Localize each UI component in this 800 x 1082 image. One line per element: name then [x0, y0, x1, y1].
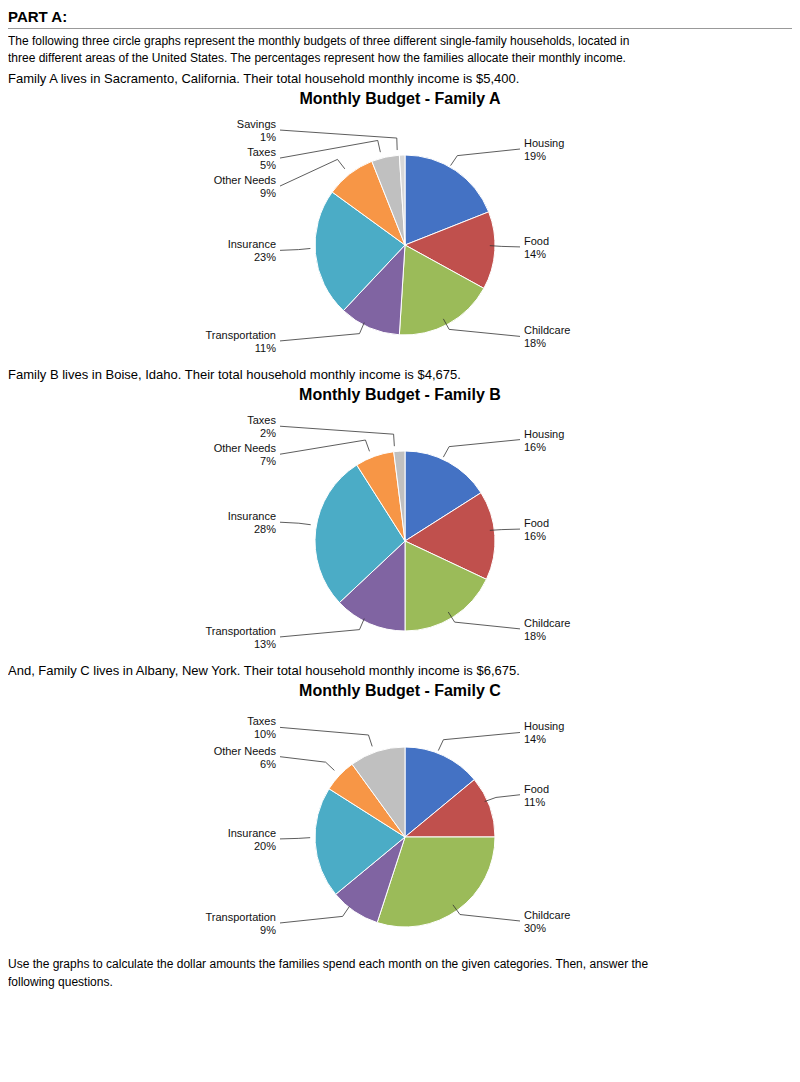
html-text:PART A:: PART A:	[8, 8, 68, 25]
svg-text:Childcare30%: Childcare30%	[524, 909, 570, 934]
html-text:Monthly Budget - Family C: Monthly Budget - Family C	[299, 681, 501, 699]
html-text:Family B lives in Boise, Idaho: Family B lives in Boise, Idaho. Their to…	[8, 366, 461, 382]
svg-text:Housing14%: Housing14%	[524, 720, 564, 745]
svg-text:Insurance28%: Insurance28%	[228, 510, 277, 535]
svg-text:Taxes10%: Taxes10%	[247, 715, 276, 740]
svg-text:Other Needs9%: Other Needs9%	[214, 174, 277, 199]
svg-text:Other Needs6%: Other Needs6%	[214, 744, 277, 769]
svg-text:Transportation11%: Transportation11%	[205, 329, 276, 354]
svg-text:Other Needs7%: Other Needs7%	[214, 442, 277, 467]
svg-text:Insurance23%: Insurance23%	[228, 238, 277, 263]
html-text:Monthly Budget - Family B: Monthly Budget - Family B	[299, 385, 501, 403]
svg-text:Savings1%: Savings1%	[237, 118, 277, 143]
svg-text:Childcare18%: Childcare18%	[524, 324, 570, 349]
svg-text:Housing16%: Housing16%	[524, 427, 564, 452]
html-text:Family A lives in Sacramento,: Family A lives in Sacramento, California…	[8, 70, 520, 86]
svg-text:Insurance20%: Insurance20%	[228, 827, 277, 852]
svg-text:Taxes2%: Taxes2%	[247, 414, 276, 439]
svg-text:Transportation13%: Transportation13%	[205, 625, 276, 650]
svg-text:Food16%: Food16%	[524, 517, 549, 542]
svg-text:Childcare18%: Childcare18%	[524, 616, 570, 641]
svg-text:Housing19%: Housing19%	[524, 137, 564, 162]
html-text:And, Family C lives in Albany,: And, Family C lives in Albany, New York.…	[8, 662, 520, 678]
svg-text:Taxes5%: Taxes5%	[247, 146, 276, 171]
html-text:The following three circle gra: The following three circle graphs repres…	[8, 34, 630, 65]
svg-text:Transportation9%: Transportation9%	[205, 911, 276, 936]
svg-text:Food14%: Food14%	[524, 235, 549, 260]
svg-text:Food11%: Food11%	[524, 782, 549, 807]
html-text:Use the graphs to calculate th: Use the graphs to calculate the dollar a…	[8, 956, 649, 989]
html-text:Monthly Budget - Family A: Monthly Budget - Family A	[299, 89, 501, 107]
